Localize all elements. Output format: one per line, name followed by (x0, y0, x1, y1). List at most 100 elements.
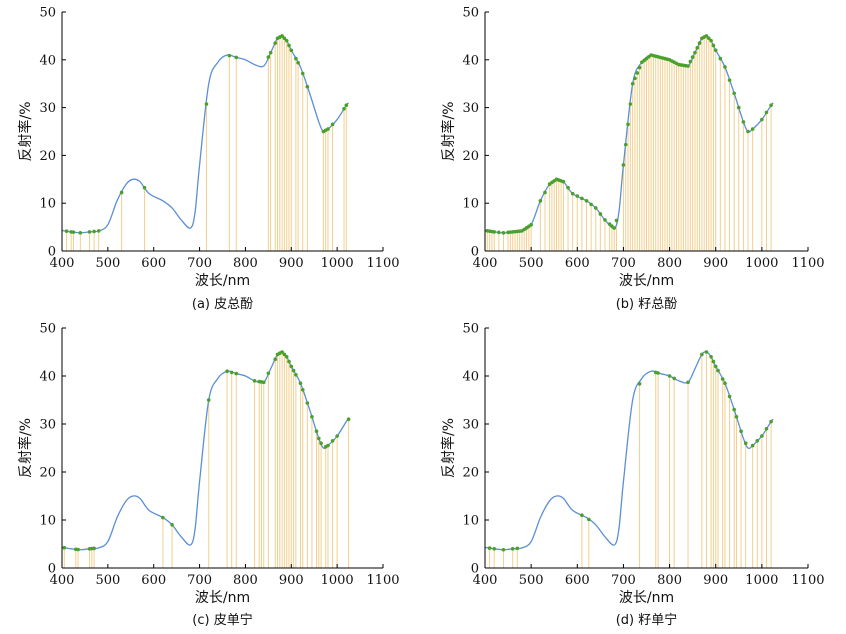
chart-panel-a: 400 500 600 700 800 900 1000 1100 0 10 20 30 40 50 波长/… (17, 6, 400, 313)
selected-wavelength-point (704, 34, 709, 38)
selected-wavelength-point (342, 106, 346, 111)
selected-wavelength-point (170, 523, 174, 527)
x-tick-label: 1000 (745, 256, 778, 271)
x-tick-label: 800 (233, 573, 258, 588)
selected-wavelength-point (621, 163, 626, 167)
x-axis-title: 波长/nm (619, 273, 674, 289)
selected-wavelength-point (584, 199, 589, 203)
selected-wavelength-point (667, 374, 672, 378)
y-tick-label: 20 (462, 466, 479, 481)
selected-wavelength-point (266, 55, 271, 59)
selected-wavelength-point (709, 355, 713, 359)
panel-caption: (b) 籽总酚 (616, 297, 678, 312)
x-tick-label: 500 (95, 573, 120, 588)
selected-wavelength-point (695, 46, 700, 50)
x-tick-label: 800 (657, 256, 682, 271)
y-axis-title: 反射率/% (17, 101, 34, 161)
y-axis-title: 反射率/% (17, 418, 34, 478)
x-tick-label: 700 (611, 256, 636, 271)
x-tick-label: 400 (473, 573, 498, 588)
selected-wavelength-point (284, 38, 289, 43)
selected-wavelength-point (284, 355, 289, 359)
selected-wavelength-point (501, 231, 506, 235)
selected-wavelength-point (300, 388, 305, 392)
selected-wavelength-point (266, 371, 271, 376)
selected-wavelength-point (723, 381, 727, 386)
selected-wavelength-point (769, 103, 773, 108)
selected-wavelength-point (566, 185, 570, 190)
selected-wavelength-point (291, 368, 296, 373)
selected-wavelength-point (305, 84, 310, 89)
selected-wavelength-point (252, 379, 257, 383)
selected-wavelength-point (713, 48, 718, 53)
selected-wavelength-point (580, 196, 584, 201)
selected-wavelength-point (630, 81, 635, 86)
selected-wavelength-point (487, 546, 492, 550)
selected-wavelength-point (716, 368, 720, 373)
x-tick-label: 700 (611, 573, 636, 588)
selected-wavelength-point (607, 222, 612, 226)
selected-wavelength-point (575, 194, 580, 198)
selected-wavelength-point (589, 202, 593, 207)
x-axis-title: 波长/nm (195, 273, 250, 289)
y-tick-label: 50 (39, 322, 56, 337)
y-tick-label: 10 (462, 514, 479, 529)
selected-wavelength-point (720, 377, 725, 381)
selected-wavelength-point (739, 429, 743, 434)
selected-wavelength-point (71, 230, 76, 234)
selected-wavelength-point (723, 65, 727, 69)
selected-wavelength-point (610, 224, 614, 228)
selected-wavelength-point (206, 398, 211, 402)
selected-wavelength-point (92, 546, 96, 551)
y-tick-label: 10 (39, 514, 56, 529)
y-tick-label: 10 (462, 197, 479, 212)
selected-wavelength-point (686, 64, 690, 68)
selected-wavelength-point (529, 222, 533, 227)
selected-wavelength-point (709, 38, 713, 43)
y-tick-label: 40 (462, 53, 479, 68)
selected-wavelength-point (736, 105, 741, 110)
selected-wavelength-point (76, 547, 80, 552)
selected-wavelength-point (64, 229, 69, 233)
selected-wavelength-point (497, 230, 501, 235)
selected-wavelength-point (637, 382, 642, 386)
y-tick-label: 50 (462, 322, 479, 337)
x-tick-label: 1000 (745, 573, 778, 588)
selected-wavelength-point (543, 190, 547, 195)
selected-wavelength-point (296, 60, 300, 65)
selected-wavelength-point (760, 117, 764, 122)
selected-wavelength-point (623, 142, 628, 147)
x-tick-label: 500 (95, 256, 120, 271)
selected-wavelength-point (204, 102, 209, 106)
selected-wavelength-point (706, 36, 711, 41)
x-tick-label: 600 (141, 256, 166, 271)
selected-wavelength-point (234, 371, 239, 376)
x-tick-label: 1000 (321, 573, 354, 588)
selected-wavelength-point (161, 515, 165, 520)
x-axis-title: 波长/nm (619, 590, 674, 606)
selected-wavelength-point (229, 370, 234, 375)
selected-wavelength-point (672, 376, 676, 381)
x-tick-label: 700 (187, 573, 212, 588)
selected-wavelength-point (314, 429, 319, 434)
x-tick-label: 500 (519, 256, 544, 271)
y-tick-label: 20 (462, 149, 479, 164)
x-tick-label: 400 (50, 573, 75, 588)
selected-wavelength-point (637, 65, 642, 70)
selected-wavelength-point (656, 371, 660, 375)
selected-wavelength-point (635, 71, 640, 75)
selected-wavelength-point (633, 76, 637, 81)
selected-wavelength-point (538, 199, 543, 203)
selected-wavelength-point (612, 226, 616, 230)
y-axis-title: 反射率/% (440, 101, 457, 161)
y-tick-label: 40 (39, 370, 56, 385)
x-tick-label: 700 (187, 256, 212, 271)
x-tick-label: 500 (519, 573, 544, 588)
selected-wavelength-point (769, 419, 773, 424)
x-tick-label: 800 (657, 573, 682, 588)
x-tick-label: 1100 (791, 256, 824, 271)
selected-wavelength-point (287, 359, 291, 364)
selected-wavelength-point (282, 36, 287, 41)
selected-wavelength-point (501, 547, 506, 552)
